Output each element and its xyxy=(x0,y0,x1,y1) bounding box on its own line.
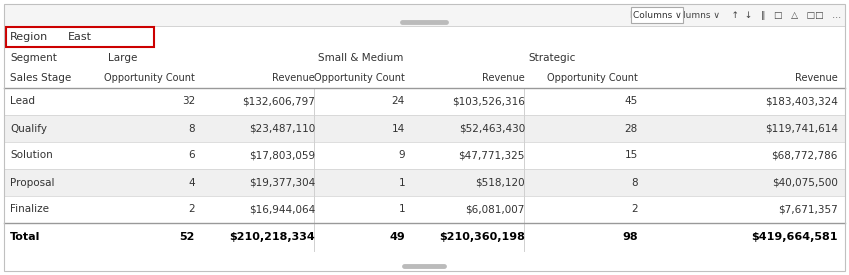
Text: East: East xyxy=(68,32,92,42)
Text: 2: 2 xyxy=(632,205,638,214)
Text: 98: 98 xyxy=(622,232,638,242)
Text: Region: Region xyxy=(10,32,48,42)
Text: 1: 1 xyxy=(398,177,405,188)
Text: $210,218,334: $210,218,334 xyxy=(229,232,315,242)
Bar xyxy=(4,169,845,196)
Text: Small & Medium: Small & Medium xyxy=(318,53,403,63)
Text: 52: 52 xyxy=(180,232,195,242)
Text: Qualify: Qualify xyxy=(10,123,47,133)
Text: $103,526,316: $103,526,316 xyxy=(453,97,525,106)
Text: $47,771,325: $47,771,325 xyxy=(458,150,525,161)
Text: $17,803,059: $17,803,059 xyxy=(249,150,315,161)
Text: $52,463,430: $52,463,430 xyxy=(458,123,525,133)
Text: 8: 8 xyxy=(188,123,195,133)
Text: Total: Total xyxy=(10,232,41,242)
Text: Segment: Segment xyxy=(10,53,57,63)
Text: Strategic: Strategic xyxy=(528,53,576,63)
Text: 8: 8 xyxy=(632,177,638,188)
Text: $68,772,786: $68,772,786 xyxy=(772,150,838,161)
Text: 14: 14 xyxy=(391,123,405,133)
Text: Lead: Lead xyxy=(10,97,35,106)
Text: $132,606,797: $132,606,797 xyxy=(242,97,315,106)
Text: Opportunity Count: Opportunity Count xyxy=(547,73,638,83)
Text: $16,944,064: $16,944,064 xyxy=(249,205,315,214)
Text: $419,664,581: $419,664,581 xyxy=(751,232,838,242)
Text: 49: 49 xyxy=(389,232,405,242)
Text: Sales Stage: Sales Stage xyxy=(10,73,71,83)
Text: Columns ∨: Columns ∨ xyxy=(633,10,682,20)
Text: Revenue: Revenue xyxy=(273,73,315,83)
Text: Large: Large xyxy=(108,53,138,63)
Text: 6: 6 xyxy=(188,150,195,161)
Text: 28: 28 xyxy=(625,123,638,133)
Text: $40,075,500: $40,075,500 xyxy=(772,177,838,188)
Text: 1: 1 xyxy=(398,205,405,214)
Text: Finalize: Finalize xyxy=(10,205,49,214)
Text: 2: 2 xyxy=(188,205,195,214)
Text: Opportunity Count: Opportunity Count xyxy=(104,73,195,83)
Text: 24: 24 xyxy=(391,97,405,106)
Text: $183,403,324: $183,403,324 xyxy=(765,97,838,106)
Text: $518,120: $518,120 xyxy=(475,177,525,188)
Text: Solution: Solution xyxy=(10,150,53,161)
Text: $23,487,110: $23,487,110 xyxy=(249,123,315,133)
Text: Revenue: Revenue xyxy=(482,73,525,83)
Text: 45: 45 xyxy=(625,97,638,106)
Text: Drill on   Columns ∨    ↑  ↓   ‖   □   △   □□   …: Drill on Columns ∨ ↑ ↓ ‖ □ △ □□ … xyxy=(630,10,841,20)
Text: 4: 4 xyxy=(188,177,195,188)
Text: $6,081,007: $6,081,007 xyxy=(465,205,525,214)
Text: $210,360,198: $210,360,198 xyxy=(439,232,525,242)
Bar xyxy=(4,4,845,26)
FancyBboxPatch shape xyxy=(631,7,683,23)
Text: $7,671,357: $7,671,357 xyxy=(779,205,838,214)
Text: Revenue: Revenue xyxy=(796,73,838,83)
Text: 15: 15 xyxy=(625,150,638,161)
Bar xyxy=(6,27,154,47)
Text: 32: 32 xyxy=(182,97,195,106)
Text: Proposal: Proposal xyxy=(10,177,54,188)
Text: $19,377,304: $19,377,304 xyxy=(249,177,315,188)
Text: Opportunity Count: Opportunity Count xyxy=(314,73,405,83)
Bar xyxy=(4,115,845,142)
Text: $119,741,614: $119,741,614 xyxy=(765,123,838,133)
Text: 9: 9 xyxy=(398,150,405,161)
